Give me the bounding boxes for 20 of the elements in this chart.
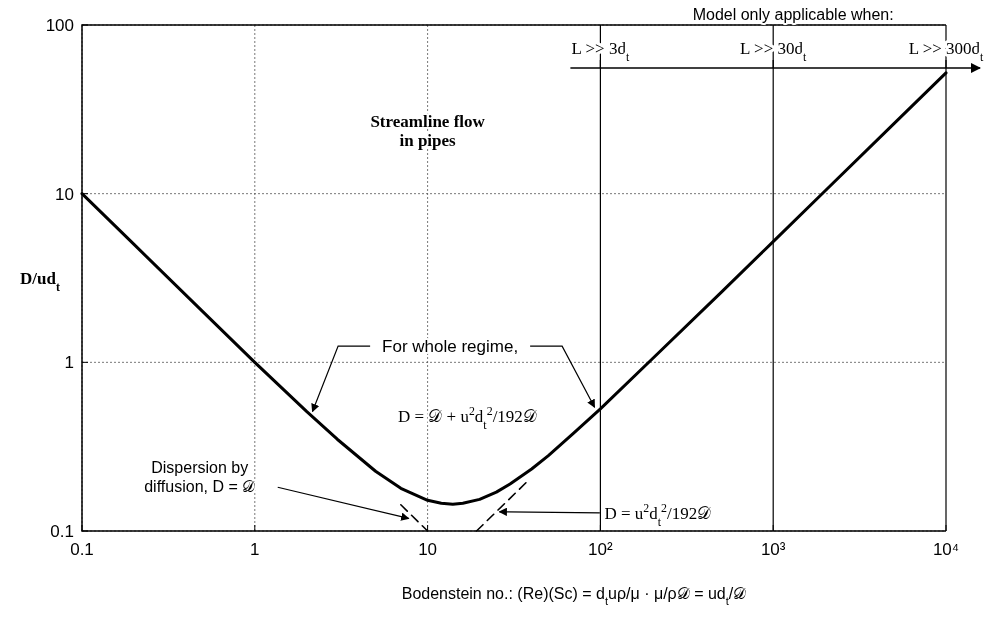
annotation: D = u$^{2}$d$_{t}$$^{2}$/192𝒟 (604, 500, 712, 529)
x-tick-label: 10³ (760, 540, 786, 559)
text: Model only applicable when: (692, 6, 894, 23)
x-tick-label: 1 (250, 540, 260, 559)
ref-line-label: L >> 300d$_{t}$ (908, 39, 985, 64)
ref-line-label: L >> 30d$_{t}$ (740, 39, 808, 64)
annotation: For whole regime, (382, 337, 519, 357)
x-tick-label: 10⁴ (932, 540, 960, 559)
annotation: Streamline flow in pipes (370, 111, 486, 151)
x-axis-title: Bodenstein no.: (Re)(Sc) = d$_{t}$uρ/μ · μ/ρ𝒟 = ud$_{t}$/𝒟 (401, 585, 747, 607)
annotation: D = 𝒟 + u$^{2}$d$_{t}$$^{2}$/192𝒟 (397, 404, 537, 433)
x-tick-label: 10 (418, 540, 438, 559)
y-tick-label: 0.1 (50, 522, 74, 541)
x-tick-label: 10² (588, 540, 614, 559)
y-tick-label: 10 (55, 184, 74, 204)
y-tick-label: 1 (64, 353, 74, 373)
annotation: Dispersion by diffusion, D = 𝒟 (144, 459, 256, 495)
y-axis-title: D/ud$_{t}$ (20, 269, 60, 294)
y-tick-label: 100 (45, 16, 74, 35)
x-tick-label: 0.1 (70, 540, 94, 559)
